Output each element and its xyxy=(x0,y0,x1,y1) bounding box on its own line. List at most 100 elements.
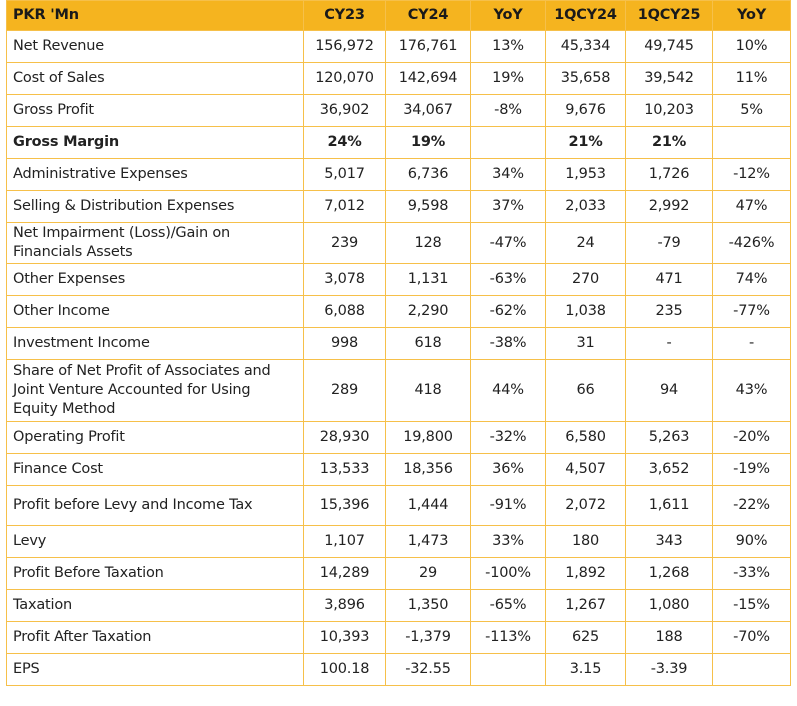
row-label: Share of Net Profit of Associates and Jo… xyxy=(6,359,304,422)
row-label: Profit Before Taxation xyxy=(6,557,304,590)
cell: 11% xyxy=(712,62,791,95)
cell: 2,290 xyxy=(385,295,471,328)
cell: -113% xyxy=(470,621,546,654)
cell: 2,072 xyxy=(545,485,626,526)
table-row: Levy 1,107 1,473 33% 180 343 90% xyxy=(6,525,791,558)
financial-table: PKR 'Mn CY23 CY24 YoY 1QCY24 1QCY25 YoY Net Re… xyxy=(6,0,791,686)
cell: 44% xyxy=(470,359,546,422)
table-row: Finance Cost 13,533 18,356 36% 4,507 3,652 -19… xyxy=(6,453,791,486)
cell: -426% xyxy=(712,222,791,264)
header-cell: 1QCY25 xyxy=(625,0,713,31)
header-cell: CY24 xyxy=(385,0,471,31)
cell: -100% xyxy=(470,557,546,590)
cell: 418 xyxy=(385,359,471,422)
cell: 3,652 xyxy=(625,453,713,486)
cell: 19% xyxy=(385,126,471,159)
row-label: Profit After Taxation xyxy=(6,621,304,654)
header-cell: YoY xyxy=(712,0,791,31)
cell: 618 xyxy=(385,327,471,360)
cell: 1,267 xyxy=(545,589,626,622)
cell: 1,080 xyxy=(625,589,713,622)
cell: 156,972 xyxy=(303,30,386,63)
cell: -32.55 xyxy=(385,653,471,686)
cell: 31 xyxy=(545,327,626,360)
cell: 6,736 xyxy=(385,158,471,191)
cell: -3.39 xyxy=(625,653,713,686)
cell: 120,070 xyxy=(303,62,386,95)
cell: 37% xyxy=(470,190,546,223)
cell: 6,580 xyxy=(545,421,626,454)
cell: -33% xyxy=(712,557,791,590)
cell: -62% xyxy=(470,295,546,328)
cell: 625 xyxy=(545,621,626,654)
cell: 45,334 xyxy=(545,30,626,63)
table-row: Profit Before Taxation 14,289 29 -100% 1,892… xyxy=(6,557,791,590)
cell: 19% xyxy=(470,62,546,95)
cell: 47% xyxy=(712,190,791,223)
table-row: Taxation 3,896 1,350 -65% 1,267 1,080 -15% xyxy=(6,589,791,622)
cell: 24% xyxy=(303,126,386,159)
cell: 66 xyxy=(545,359,626,422)
cell: 29 xyxy=(385,557,471,590)
table-row: Investment Income 998 618 -38% 31- - xyxy=(6,327,791,360)
cell: 6,088 xyxy=(303,295,386,328)
cell: -65% xyxy=(470,589,546,622)
table-row: Selling & Distribution Expenses 7,012 9,59… xyxy=(6,190,791,223)
row-label: Net Revenue xyxy=(6,30,304,63)
cell: 3,078 xyxy=(303,263,386,296)
cell xyxy=(470,126,546,159)
header-cell: 1QCY24 xyxy=(545,0,626,31)
cell: -91% xyxy=(470,485,546,526)
table-row: EPS 100.18 -32.55 3.15 -3.39 xyxy=(6,653,791,686)
cell: 1,953 xyxy=(545,158,626,191)
row-label: Net Impairment (Loss)/Gain on Financials… xyxy=(6,222,304,264)
cell: - xyxy=(712,327,791,360)
cell: 43% xyxy=(712,359,791,422)
cell: 1,892 xyxy=(545,557,626,590)
cell: 289 xyxy=(303,359,386,422)
cell: 36,902 xyxy=(303,94,386,127)
cell: -1,379 xyxy=(385,621,471,654)
cell: 39,542 xyxy=(625,62,713,95)
cell: -47% xyxy=(470,222,546,264)
row-label: Operating Profit xyxy=(6,421,304,454)
cell: 9,676 xyxy=(545,94,626,127)
row-label: Other Expenses xyxy=(6,263,304,296)
header-cell: PKR 'Mn xyxy=(6,0,304,31)
cell: 19,800 xyxy=(385,421,471,454)
cell: 10,393 xyxy=(303,621,386,654)
table-row: Share of Net Profit of Associates and Jo… xyxy=(6,359,791,422)
cell: 128 xyxy=(385,222,471,264)
cell: 33% xyxy=(470,525,546,558)
cell: 142,694 xyxy=(385,62,471,95)
cell: 10% xyxy=(712,30,791,63)
cell: 10,203 xyxy=(625,94,713,127)
table-row: Gross Profit 36,902 34,067 -8% 9,676 10,203 5% xyxy=(6,94,791,127)
table-row: Cost of Sales 120,070 142,694 19% 35,658 39,5… xyxy=(6,62,791,95)
cell: -19% xyxy=(712,453,791,486)
table-row: Profit After Taxation 10,393 -1,379 -113% 62… xyxy=(6,621,791,654)
cell: 21% xyxy=(545,126,626,159)
cell: 34,067 xyxy=(385,94,471,127)
cell: 5% xyxy=(712,94,791,127)
cell: 15,396 xyxy=(303,485,386,526)
cell: -8% xyxy=(470,94,546,127)
cell: 18,356 xyxy=(385,453,471,486)
cell: 471 xyxy=(625,263,713,296)
cell xyxy=(712,653,791,686)
cell: 239 xyxy=(303,222,386,264)
cell: 3.15 xyxy=(545,653,626,686)
cell: -63% xyxy=(470,263,546,296)
row-label: Selling & Distribution Expenses xyxy=(6,190,304,223)
cell: -77% xyxy=(712,295,791,328)
cell: 2,992 xyxy=(625,190,713,223)
table-row: Operating Profit 28,930 19,800 -32% 6,580 5,2… xyxy=(6,421,791,454)
cell: 94 xyxy=(625,359,713,422)
cell: 1,268 xyxy=(625,557,713,590)
cell: 1,350 xyxy=(385,589,471,622)
table-body: Net Revenue 156,972 176,761 13% 45,334 49,745… xyxy=(6,30,791,686)
row-label: Other Income xyxy=(6,295,304,328)
cell: -32% xyxy=(470,421,546,454)
row-label: Levy xyxy=(6,525,304,558)
